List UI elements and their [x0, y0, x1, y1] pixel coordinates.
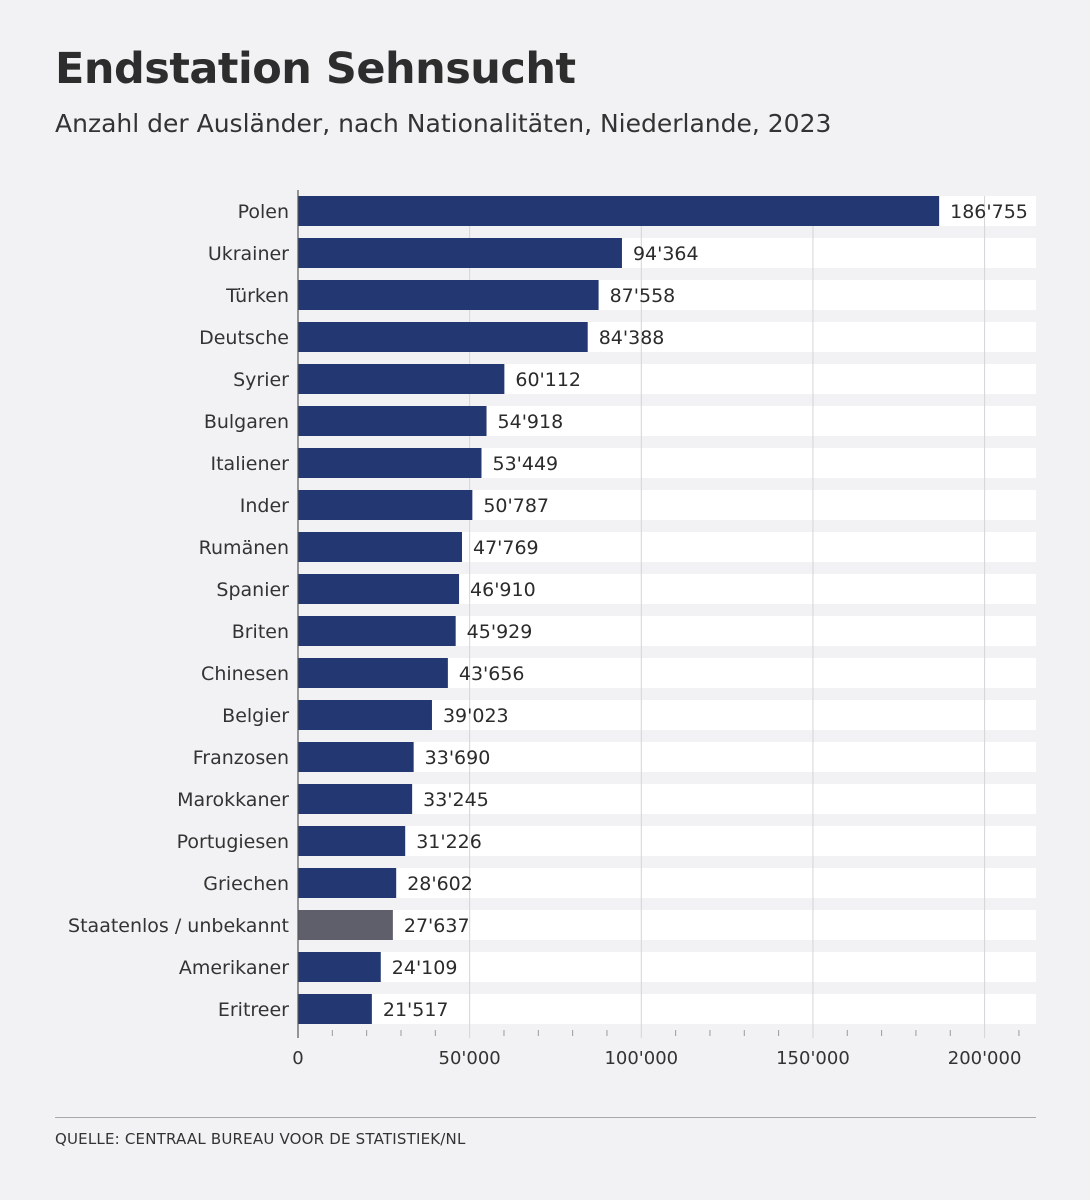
source-note: QUELLE: CENTRAAL BUREAU VOOR DE STATISTI…	[55, 1130, 466, 1148]
value-label: 46'910	[470, 579, 536, 601]
category-label: Türken	[225, 285, 289, 307]
bar	[298, 238, 622, 268]
value-label: 87'558	[610, 285, 676, 307]
category-label: Bulgaren	[204, 411, 289, 433]
bar	[298, 364, 505, 394]
value-label: 43'656	[459, 663, 525, 685]
bar	[298, 322, 588, 352]
category-label: Syrier	[233, 369, 289, 391]
row-stripe	[298, 868, 1036, 898]
value-label: 53'449	[492, 453, 558, 475]
value-label: 31'226	[416, 831, 482, 853]
value-label: 60'112	[515, 369, 581, 391]
bar	[298, 910, 393, 940]
value-label: 33'245	[423, 789, 489, 811]
value-label: 33'690	[425, 747, 491, 769]
category-label: Deutsche	[199, 327, 289, 349]
bar-chart: Polen 186'755 Ukrainer 94'364 Türken 87'558 De…	[68, 190, 1036, 1069]
x-tick-label: 0	[292, 1048, 303, 1069]
bar	[298, 994, 372, 1024]
bar	[298, 532, 462, 562]
value-label: 94'364	[633, 243, 699, 265]
category-label: Staatenlos / unbekannt	[68, 915, 289, 937]
category-label: Ukrainer	[208, 243, 289, 265]
row-stripe	[298, 952, 1036, 982]
category-label: Briten	[232, 621, 289, 643]
category-label: Amerikaner	[179, 957, 289, 979]
bar	[298, 700, 432, 730]
category-label: Belgier	[222, 705, 289, 727]
value-label: 84'388	[599, 327, 665, 349]
bar	[298, 658, 448, 688]
category-label: Rumänen	[199, 537, 289, 559]
bar	[298, 826, 406, 856]
x-tick-label: 150'000	[776, 1048, 850, 1069]
category-label: Italiener	[211, 453, 290, 475]
value-label: 45'929	[467, 621, 533, 643]
row-stripe	[298, 994, 1036, 1024]
x-tick-label: 50'000	[439, 1048, 501, 1069]
bar	[298, 868, 397, 898]
category-label: Eritreer	[218, 999, 289, 1021]
x-tick-label: 100'000	[604, 1048, 678, 1069]
value-label: 186'755	[950, 201, 1028, 223]
bar	[298, 784, 413, 814]
bar	[298, 406, 487, 436]
bar	[298, 280, 599, 310]
bar	[298, 742, 414, 772]
category-label: Polen	[238, 201, 289, 223]
category-label: Spanier	[216, 579, 289, 601]
value-label: 24'109	[392, 957, 458, 979]
value-label: 47'769	[473, 537, 539, 559]
footer-divider	[55, 1117, 1036, 1118]
value-label: 27'637	[404, 915, 470, 937]
chart-title: Endstation Sehnsucht	[55, 44, 576, 94]
bar	[298, 448, 482, 478]
category-label: Marokkaner	[177, 789, 289, 811]
chart-subtitle: Anzahl der Ausländer, nach Nationalitäte…	[55, 109, 832, 138]
category-label: Griechen	[203, 873, 289, 895]
value-label: 50'787	[483, 495, 549, 517]
bar	[298, 196, 940, 226]
value-label: 21'517	[383, 999, 449, 1021]
bar	[298, 574, 460, 604]
bar	[298, 490, 473, 520]
value-label: 28'602	[407, 873, 473, 895]
category-label: Inder	[240, 495, 289, 517]
bar	[298, 952, 381, 982]
category-label: Portugiesen	[177, 831, 289, 853]
value-label: 54'918	[498, 411, 564, 433]
row-stripe	[298, 826, 1036, 856]
row-stripe	[298, 910, 1036, 940]
category-label: Chinesen	[201, 663, 289, 685]
value-label: 39'023	[443, 705, 509, 727]
row-stripe	[298, 784, 1036, 814]
row-stripe	[298, 742, 1036, 772]
x-tick-label: 200'000	[948, 1048, 1022, 1069]
bar	[298, 616, 456, 646]
category-label: Franzosen	[193, 747, 289, 769]
